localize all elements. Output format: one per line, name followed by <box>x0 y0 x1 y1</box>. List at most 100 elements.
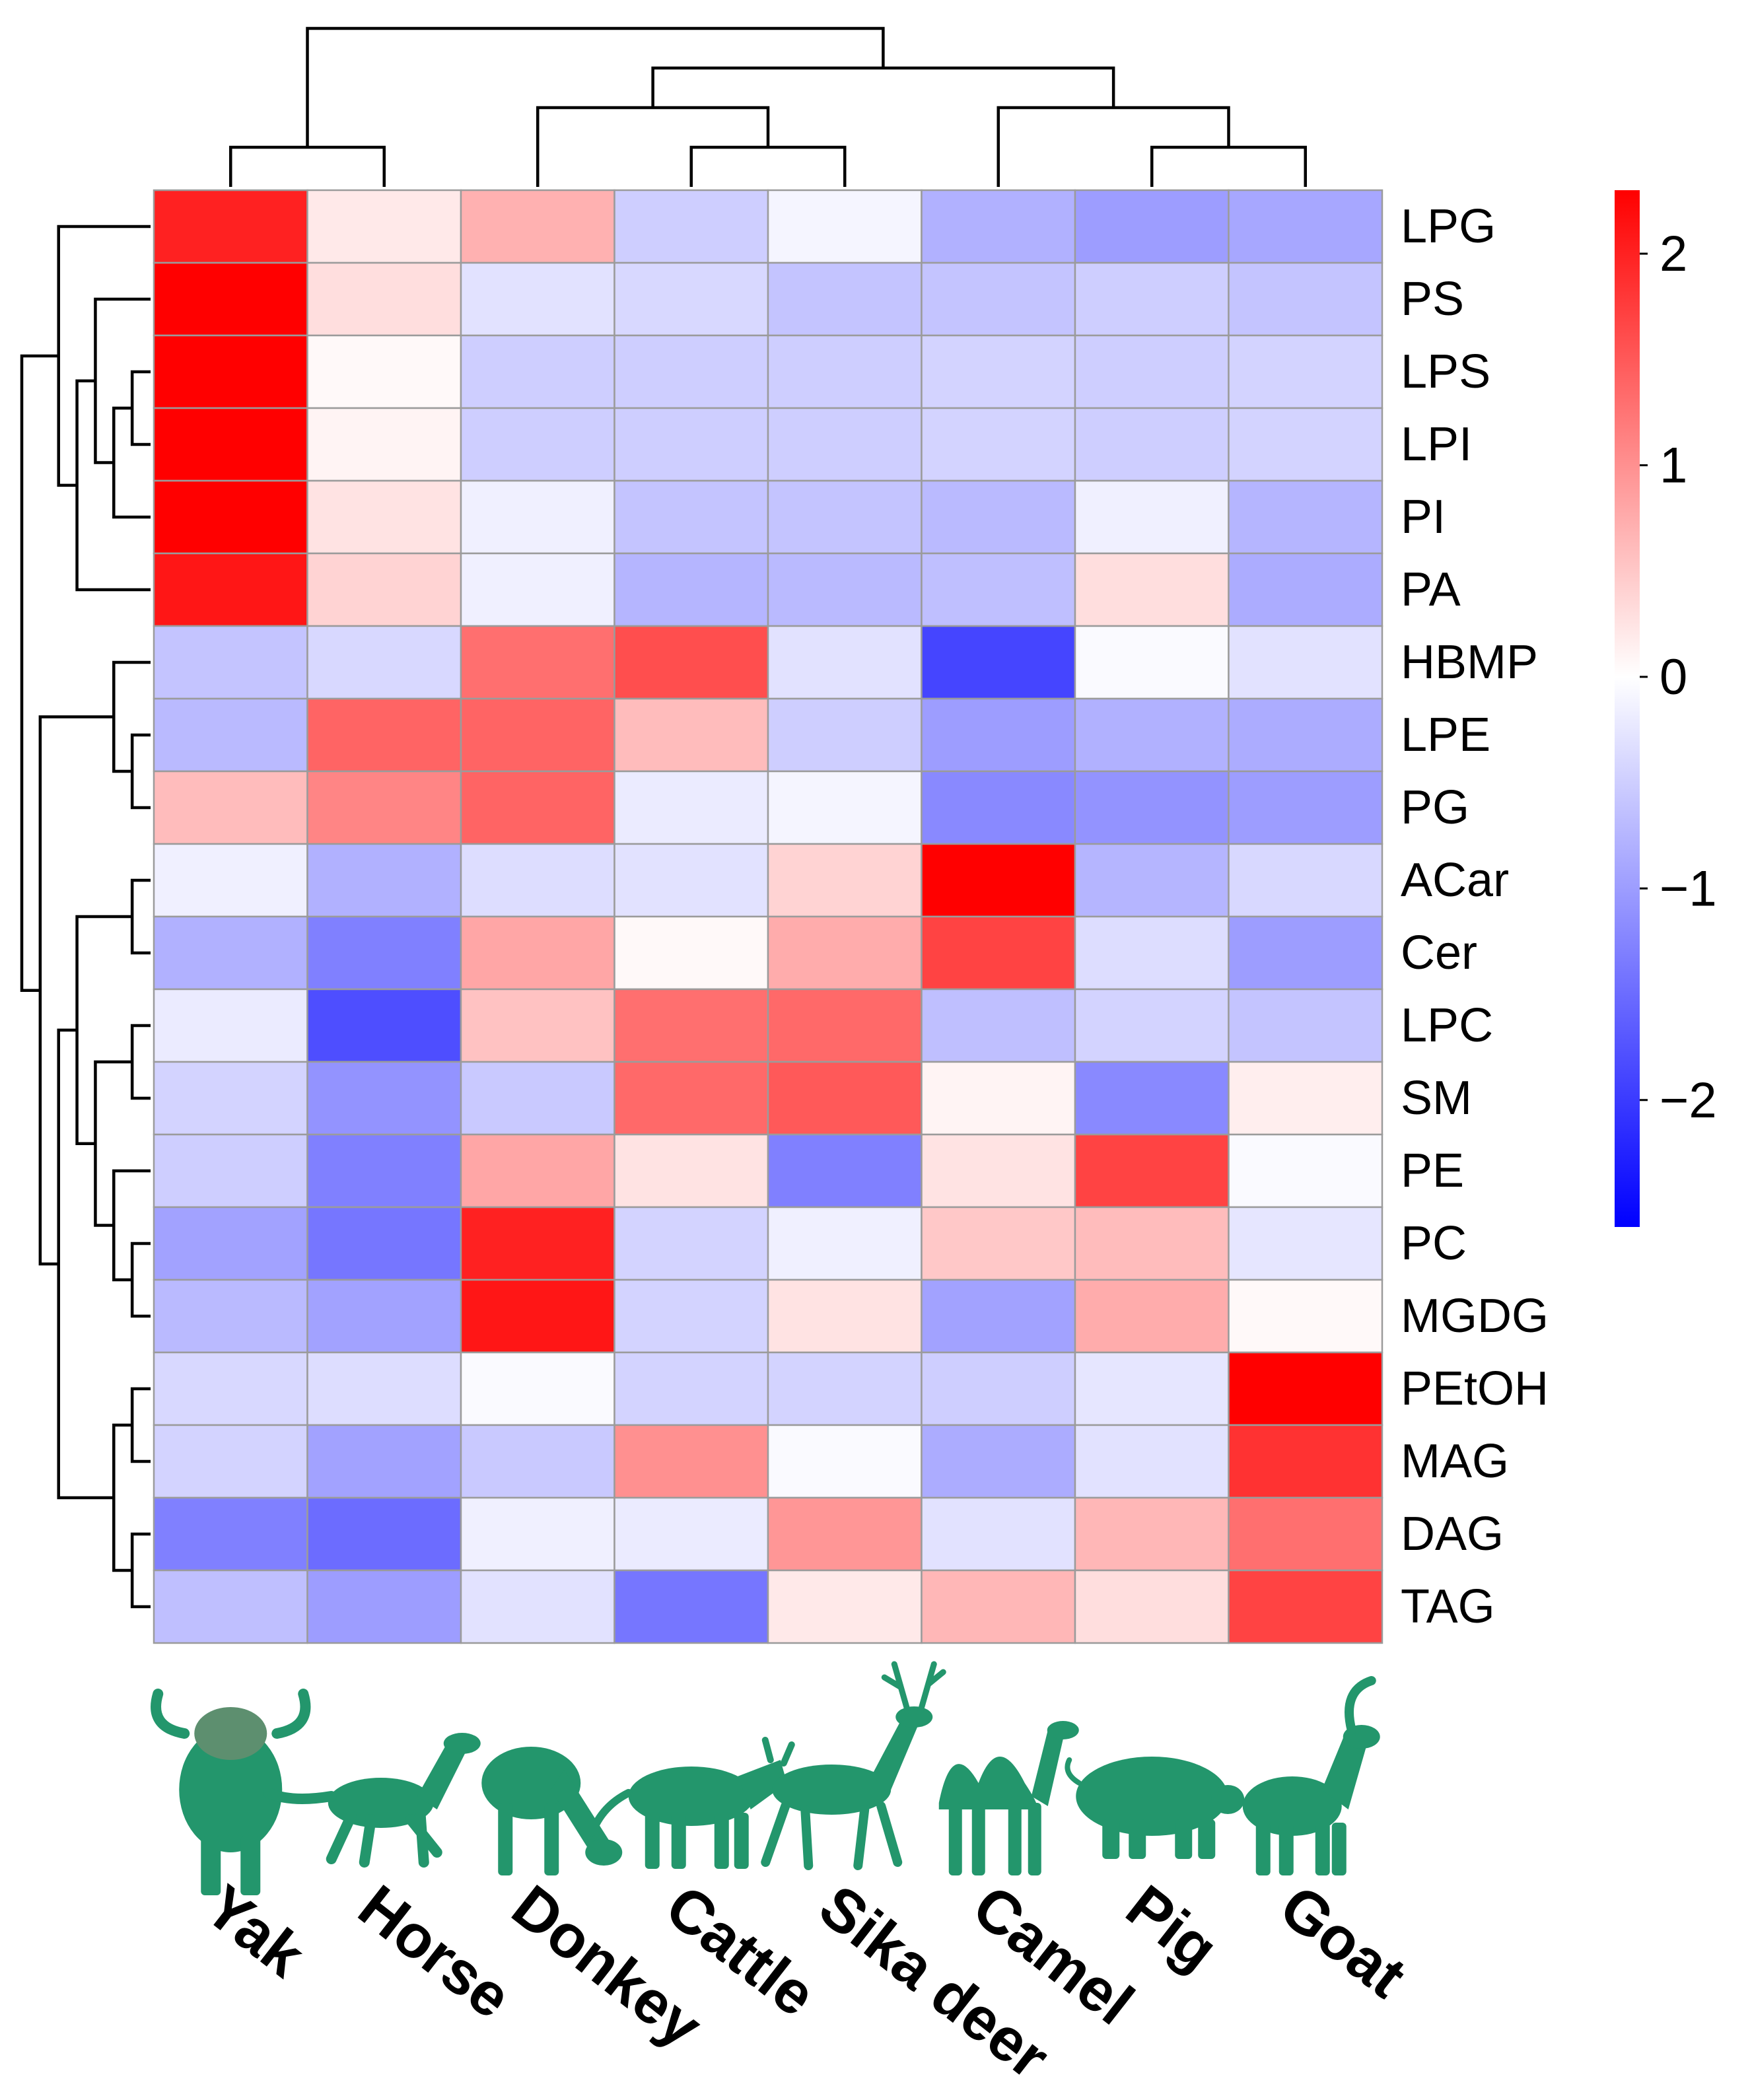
yak-icon <box>151 1689 311 1895</box>
heatmap-cell <box>460 407 615 482</box>
heatmap-cell <box>767 189 923 264</box>
row-labels: LPG PS LPS LPI PI PA HBMP LPE PG ACar Cer LPC SM PE PC… <box>1401 200 1549 1633</box>
heatmap-cell <box>306 697 462 773</box>
heatmap-cell <box>921 1206 1076 1281</box>
heatmap-cell <box>153 479 308 555</box>
row-label: SM <box>1401 1072 1472 1125</box>
heatmap-cell <box>767 262 923 337</box>
heatmap-cell <box>613 697 769 773</box>
heatmap-cell <box>460 1061 615 1136</box>
heatmap-cell <box>153 407 308 482</box>
heatmap-cell <box>306 625 462 700</box>
heatmap-cell <box>613 915 769 991</box>
heatmap-cell <box>306 1424 462 1499</box>
heatmap-cell <box>1228 1351 1383 1426</box>
heatmap-cell <box>1074 334 1230 409</box>
heatmap-cell <box>921 262 1076 337</box>
heatmap-cell <box>1228 1569 1383 1644</box>
heatmap-cell <box>921 1061 1076 1136</box>
heatmap-cell <box>153 552 308 627</box>
heatmap-cell <box>306 915 462 991</box>
animal-icons <box>151 1661 1380 1895</box>
row-dendrogram-branch <box>57 225 151 487</box>
heatmap-cell <box>306 262 462 337</box>
row-dendrogram-branch <box>130 733 151 810</box>
heatmap-cell <box>921 1133 1076 1208</box>
row-label: PE <box>1401 1144 1464 1197</box>
heatmap-cell <box>306 1206 462 1281</box>
heatmap-cell <box>613 1496 769 1572</box>
row-dendrogram-branch <box>130 878 151 955</box>
heatmap-cell <box>921 1351 1076 1426</box>
heatmap-cell <box>460 1496 615 1572</box>
color-key-tick-label: 0 <box>1660 649 1687 705</box>
heatmap-cell <box>1074 479 1230 555</box>
row-dendrogram-branch <box>112 1169 151 1282</box>
row-label: LPG <box>1401 200 1496 253</box>
heatmap-cell <box>767 1206 923 1281</box>
heatmap-cell <box>613 843 769 918</box>
heatmap-cell <box>460 334 615 409</box>
heatmap-cell <box>153 1424 308 1499</box>
heatmap-cell <box>921 770 1076 845</box>
heatmap-grid <box>153 189 1383 1644</box>
heatmap-cell <box>613 770 769 845</box>
row-dendrogram-branch <box>112 660 151 773</box>
row-dendrogram-branch <box>130 1532 151 1609</box>
color-key-bar <box>1615 190 1640 1227</box>
heatmap-cell <box>1228 1206 1383 1281</box>
heatmap-cell <box>921 1278 1076 1354</box>
heatmap-cell <box>613 1278 769 1354</box>
heatmap-cell <box>306 843 462 918</box>
heatmap-cell <box>153 189 308 264</box>
row-dendrogram-branch <box>112 1423 133 1572</box>
row-label: PEtOH <box>1401 1362 1549 1415</box>
heatmap-cell <box>1228 479 1383 555</box>
heatmap-cell <box>460 262 615 337</box>
heatmap-cell <box>1228 843 1383 918</box>
heatmap-cell <box>1228 1278 1383 1354</box>
heatmap-cell <box>921 1496 1076 1572</box>
heatmap-cell <box>1074 697 1230 773</box>
heatmap-cell <box>153 843 308 918</box>
heatmap-cell <box>460 988 615 1063</box>
heatmap-cell <box>460 843 615 918</box>
row-label: LPI <box>1401 418 1472 471</box>
heatmap-cell <box>460 552 615 627</box>
heatmap-cell <box>1074 915 1230 991</box>
heatmap-cell <box>613 1206 769 1281</box>
heatmap-cell <box>1228 407 1383 482</box>
heatmap-cell <box>767 625 923 700</box>
heatmap-cell <box>1074 552 1230 627</box>
heatmap-cell <box>613 1061 769 1136</box>
heatmap-cell <box>1228 552 1383 627</box>
heatmap-cell <box>1074 189 1230 264</box>
heatmap-cell <box>306 1278 462 1354</box>
heatmap-cell <box>306 552 462 627</box>
heatmap-cell <box>921 697 1076 773</box>
row-label: Cer <box>1401 927 1477 979</box>
heatmap-cell <box>306 407 462 482</box>
heatmap-cell <box>460 1351 615 1426</box>
color-key-tick-label: 1 <box>1660 438 1687 494</box>
heatmap-cell <box>613 262 769 337</box>
heatmap-cell <box>767 407 923 482</box>
heatmap-cell <box>1228 1424 1383 1499</box>
heatmap-cell <box>153 988 308 1063</box>
color-key-tick-label: 2 <box>1660 226 1687 282</box>
heatmap-cell <box>921 189 1076 264</box>
heatmap-cell <box>460 1569 615 1644</box>
heatmap-cell <box>460 770 615 845</box>
row-label: LPC <box>1401 999 1493 1052</box>
heatmap-cell <box>460 1278 615 1354</box>
row-label: ACar <box>1401 854 1509 907</box>
row-dendrogram-branch <box>94 297 151 464</box>
heatmap-cell <box>1074 1206 1230 1281</box>
heatmap-cell <box>460 697 615 773</box>
heatmap-cell <box>1228 915 1383 991</box>
heatmap-cell <box>613 988 769 1063</box>
heatmap-cell <box>921 915 1076 991</box>
row-dendrogram <box>20 225 151 1609</box>
heatmap-cell <box>767 697 923 773</box>
heatmap-cell <box>306 1569 462 1644</box>
